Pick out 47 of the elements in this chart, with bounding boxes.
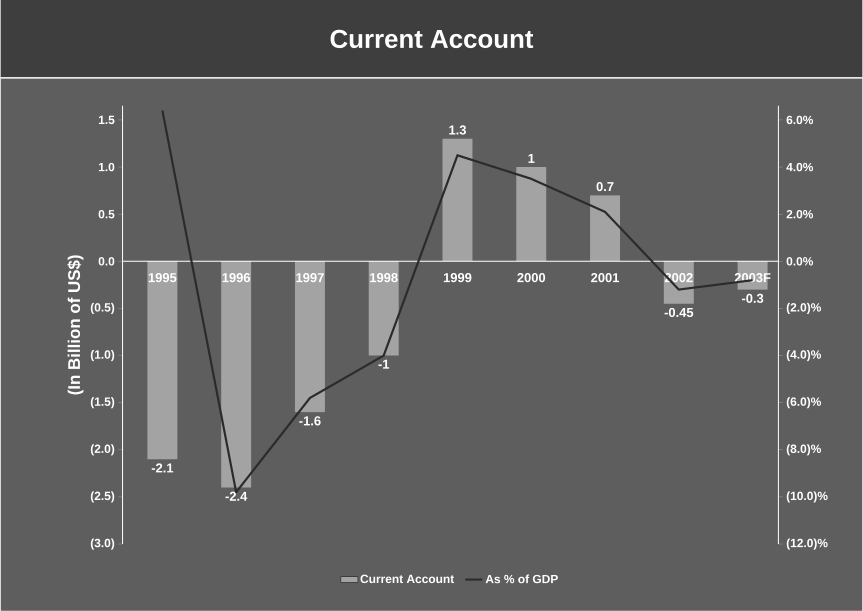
y2-tick-label: 6.0% — [786, 116, 814, 124]
bar — [294, 261, 325, 412]
y2-tick-label: (4.0)% — [786, 350, 821, 362]
y2-tick-label: (10.0)% — [786, 491, 828, 503]
y-tick-label: (1.5) — [90, 397, 114, 408]
bar — [368, 261, 399, 356]
x-tick-label: 2001 — [591, 273, 620, 282]
y-axis-title: (In Billion of US$) — [67, 255, 84, 395]
y2-tick-label: (8.0)% — [786, 444, 821, 456]
y-tick-label: (0.5) — [90, 302, 114, 314]
bar — [442, 138, 472, 262]
y-tick-label: 1.5 — [98, 116, 114, 124]
bar — [221, 261, 252, 488]
data-label: 0.7 — [596, 182, 614, 192]
bar — [147, 261, 178, 460]
data-label: -2.1 — [152, 463, 174, 472]
y-tick-label: 1.0 — [98, 162, 114, 172]
x-tick-label: 2000 — [517, 273, 546, 282]
x-tick-label: 1998 — [370, 273, 398, 282]
y-tick-label: (1.0) — [90, 350, 114, 362]
bar — [590, 195, 620, 262]
y2-tick-label: 4.0% — [786, 162, 814, 172]
x-tick-label: 1999 — [444, 273, 472, 282]
x-tick-label: 1995 — [148, 273, 176, 282]
y2-tick-label: 2.0% — [786, 210, 814, 218]
data-label: -0.3 — [742, 294, 764, 303]
data-label: 1 — [528, 154, 534, 163]
y-tick-label: 0.5 — [98, 210, 114, 218]
y-tick-label: (2.0) — [90, 444, 114, 456]
x-tick-label: 1996 — [222, 273, 250, 282]
y-tick-label: (3.0) — [90, 538, 114, 550]
data-label: -0.45 — [664, 308, 694, 318]
bar — [516, 167, 546, 262]
legend-label: Current Account — [360, 574, 454, 584]
y-tick-label: 0.0 — [98, 257, 114, 266]
data-label: 1.3 — [449, 125, 466, 135]
y2-tick-label: (2.0)% — [786, 302, 821, 314]
data-label: -1.6 — [299, 416, 321, 426]
y2-tick-label: 0.0% — [786, 257, 814, 266]
y2-tick-label: (12.0)% — [786, 538, 828, 550]
y-tick-label: (2.5) — [90, 491, 114, 503]
y2-tick-label: (6.0)% — [786, 397, 821, 408]
chart-title: Current Account — [330, 30, 534, 48]
data-label: -1 — [378, 360, 390, 369]
data-label: -2.4 — [226, 492, 248, 501]
legend-label: As % of GDP — [486, 574, 558, 584]
x-tick-label: 1997 — [296, 273, 324, 282]
